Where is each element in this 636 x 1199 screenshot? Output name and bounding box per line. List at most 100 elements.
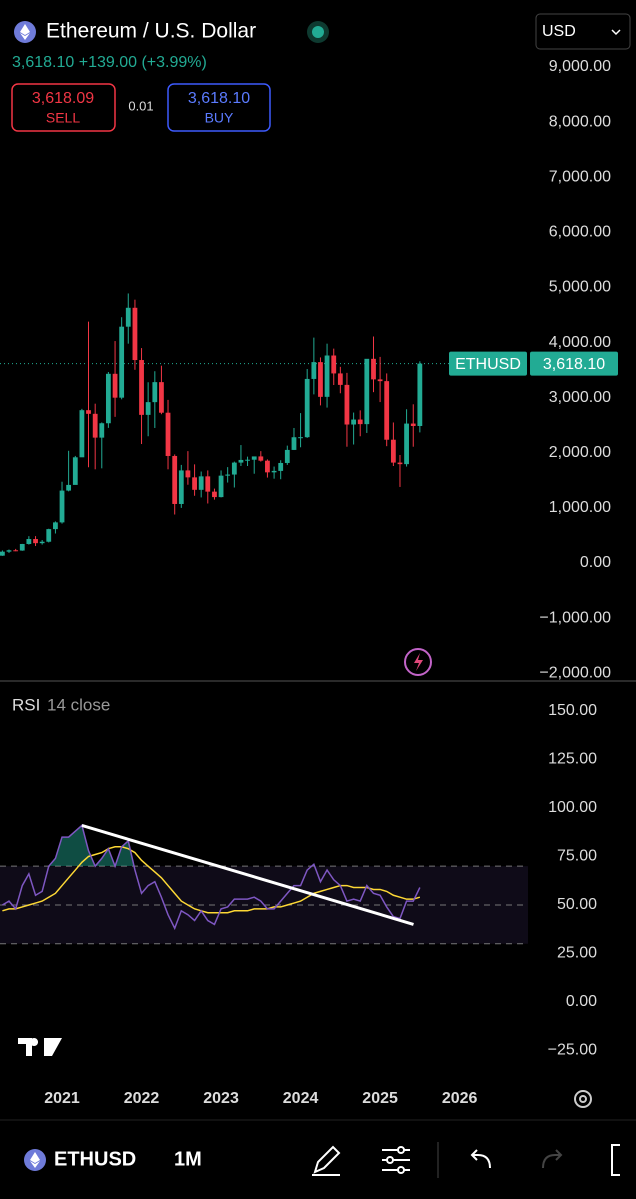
candle-body [33,539,38,544]
y-tick-label: 5,000.00 [549,279,611,296]
price-tag-label: 3,618.10 [543,356,605,373]
y-tick-label: 2,000.00 [549,444,611,461]
candle-body [218,475,224,498]
candle-body [311,362,317,379]
ai-icon[interactable] [404,648,432,676]
candle-body [13,550,19,552]
currency: USD [542,23,576,40]
candle-body [390,439,396,463]
candle-body [185,470,191,478]
candle-body [318,362,323,397]
candle-body [119,326,125,398]
y-tick-label: 4,000.00 [549,334,611,351]
sell-label: SELL [46,110,80,126]
buy-label: BUY [205,110,234,126]
draw-icon[interactable] [312,1145,341,1176]
candle-body [59,490,65,523]
ai-bolt [414,653,423,671]
indicators-knob [397,1166,405,1174]
y-tick-label: 3,000.00 [549,389,611,406]
candle-body [258,456,264,461]
candle-body [6,550,12,552]
candle-body [212,491,217,498]
rsi-line [2,846,421,914]
settings-icon-center [579,1095,587,1103]
toolbar-interval[interactable]: 1M [174,1148,202,1170]
candle-body [417,363,423,426]
y-tick-label: 0.00 [580,554,611,571]
y-tick-label: 0.00 [566,993,597,1010]
toolbar-symbol[interactable]: ETHUSD [54,1148,136,1170]
candle-body [86,410,91,414]
fullscreen-icon[interactable] [611,1144,620,1176]
buy-price: 3,618.10 [188,90,250,107]
candle-body [344,384,350,425]
candle-body [205,476,211,492]
candle-body [404,423,409,465]
candle-body [92,413,98,438]
y-tick-label: 9,000.00 [549,58,611,75]
toolbar-eth-glyph [30,1152,40,1168]
candle-body [304,378,310,438]
x-tick-label: 2026 [442,1090,478,1107]
candle-body [377,379,383,382]
candle-body [72,457,78,485]
candle-body [39,541,45,544]
buy-button[interactable] [167,83,271,132]
x-tick-label: 2024 [283,1090,319,1107]
y-tick-label: 25.00 [557,945,597,962]
candle-body [192,477,197,490]
candle-body [298,437,303,439]
x-tick-label: 2021 [44,1090,80,1107]
candle-body [46,529,52,542]
candle-body [66,484,72,491]
overbought-fill [48,825,315,866]
undo-icon[interactable] [470,1149,491,1169]
y-tick-label: 6,000.00 [549,224,611,241]
symbol-tag-label: ETHUSD [455,356,521,373]
candle-body [19,543,25,551]
candle-body [152,382,158,403]
redo-icon[interactable] [542,1149,563,1169]
candle-body [410,423,416,426]
candle-body [139,360,144,415]
candle-body [231,462,237,475]
y-tick-label: 50.00 [557,896,597,913]
indicator-title: RSI [12,695,40,714]
sell-price: 3,618.09 [32,90,94,107]
x-tick-label: 2025 [362,1090,398,1107]
candle-body [337,373,343,385]
candle-body [125,307,131,327]
y-tick-label: 100.00 [548,799,597,816]
price-tag [530,351,618,376]
candle-body [112,373,118,398]
plot: −2,000.00 −1,000.00 0.00 1,000.00 2,000.00 3,… [0,58,618,1107]
candle-body [371,358,376,380]
candle-body [251,456,257,460]
candle-body [132,307,138,361]
tv-logo [18,1038,62,1056]
settings-icon[interactable] [574,1090,592,1108]
candle-body [165,412,171,456]
trendline [81,823,414,926]
y-tick-label: 7,000.00 [549,168,611,185]
y-tick-label: 125.00 [548,751,597,768]
candle-body [397,462,403,465]
rsi-line [2,824,421,931]
candle-body [225,474,231,476]
currency-select[interactable] [535,13,631,50]
y-tick-label: 150.00 [548,702,597,719]
candle-body [172,455,178,504]
x-tick-label: 2022 [124,1090,160,1107]
indicators-knob [386,1156,394,1164]
candle-body [0,551,5,556]
spread: 0.01 [128,98,153,113]
sell-button[interactable] [11,83,116,132]
indicators-knob [397,1146,405,1154]
candle-body [384,381,390,440]
candle-body [278,462,284,471]
price-change: 3,618.10 +139.00 (+3.99%) [12,54,207,71]
